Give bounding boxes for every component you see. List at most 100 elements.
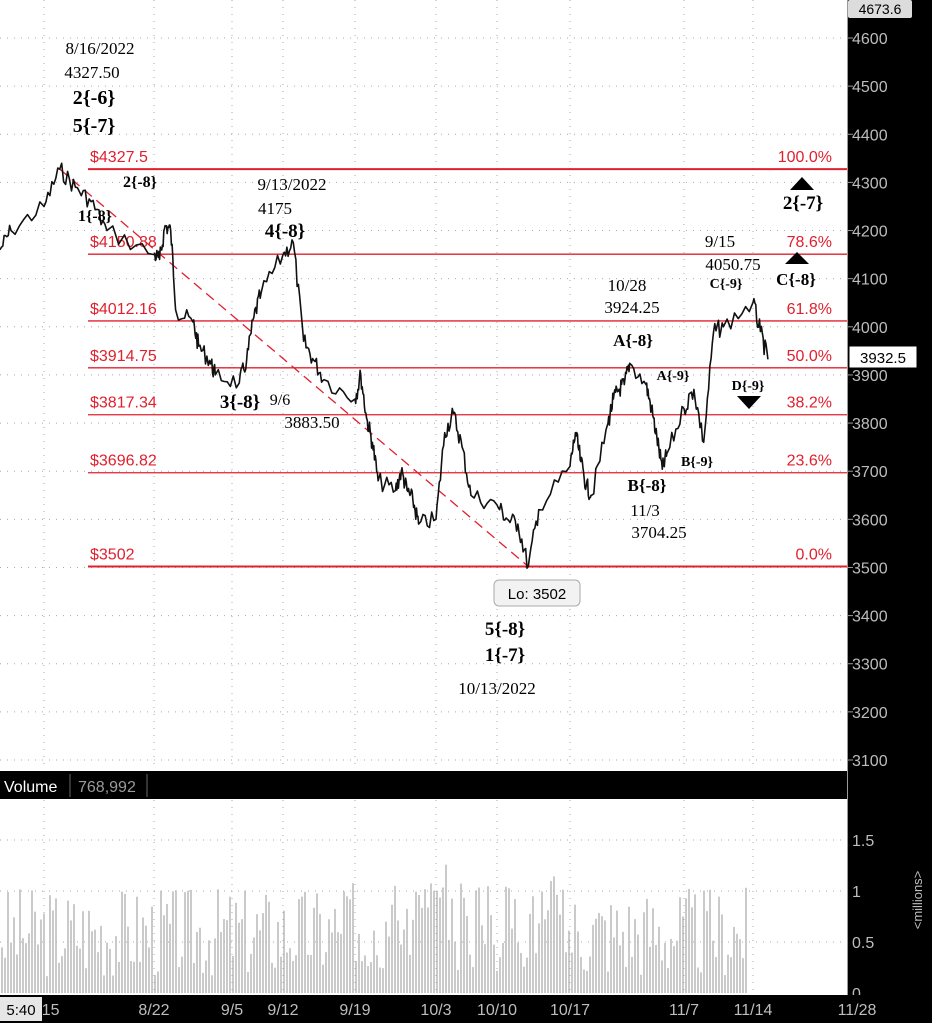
volume-axis-tick-label: 1.5 <box>852 833 874 850</box>
time-axis-tick-label: 9/19 <box>339 1002 370 1019</box>
fib-price-label: $4012.16 <box>90 301 157 318</box>
chart-annotation: B{-8} <box>628 476 667 495</box>
price-axis-tick-label: 4500 <box>852 79 888 96</box>
fib-price-label: $3817.34 <box>90 395 157 412</box>
price-axis-panel <box>847 0 932 1023</box>
price-axis-labels: 3100 3200 3300 3400 3500 3600 3700 3800 3900 4000… <box>847 31 888 770</box>
volume-axis-tick-label: 0 <box>852 986 861 1003</box>
volume-axis-tick-label: 1 <box>852 884 861 901</box>
time-axis-tick-label: 11/14 <box>734 1002 773 1019</box>
fib-price-label: $3914.75 <box>90 348 157 365</box>
price-axis-tick-label: 4000 <box>852 320 888 337</box>
chart-annotation: 9/13/2022 <box>258 175 327 194</box>
volume-axis-labels: 0 0.5 1 1.5 <box>852 833 874 1003</box>
chart-annotation: 10/28 <box>608 276 647 295</box>
price-axis-tick-label: 3300 <box>852 657 888 674</box>
chart-annotation: 5{-7} <box>73 115 116 137</box>
price-axis-tick-label: 3700 <box>852 464 888 481</box>
price-axis-tick-label: 3500 <box>852 560 888 577</box>
chart-annotation: 4175 <box>258 199 292 218</box>
top-price-badge <box>848 0 912 18</box>
price-axis-tick-label: 4100 <box>852 272 888 289</box>
chart-annotation: 4050.75 <box>705 255 760 274</box>
fib-price-label: $4327.5 <box>90 149 148 166</box>
price-axis-tick-label: 3100 <box>852 753 888 770</box>
time-axis-labels: 8/15 8/22 9/5 9/12 9/19 10/3 10/10 10/17 11/7 11/… <box>28 1002 876 1019</box>
volume-axis-tick-label: 0.5 <box>852 935 874 952</box>
chart-annotation: C{-9} <box>710 277 743 292</box>
time-readout: 5:40 <box>6 1002 35 1019</box>
time-axis-tick-label: 9/5 <box>221 1002 243 1019</box>
chart-annotation: 2{-7} <box>783 193 823 214</box>
fib-percent-label: 100.0% <box>778 149 832 166</box>
volume-header-strip <box>0 771 847 799</box>
volume-unit-label: <millions> <box>910 871 925 930</box>
price-axis-tick-label: 4300 <box>852 175 888 192</box>
fib-percent-label: 50.0% <box>787 348 832 365</box>
time-axis-panel <box>0 995 932 1023</box>
chart-annotation: 2{-6} <box>73 87 116 109</box>
time-axis-tick-label: 11/7 <box>669 1002 699 1019</box>
price-axis-tick-label: 3900 <box>852 368 888 385</box>
chart-annotation: 5{-8} <box>485 619 525 640</box>
chart-annotation: 4{-8} <box>265 221 305 242</box>
fib-price-label: $3696.82 <box>90 453 157 470</box>
price-axis-tick-label: 4200 <box>852 224 888 241</box>
up-arrow-icon <box>790 177 814 190</box>
chart-annotation: 10/13/2022 <box>458 679 535 698</box>
fib-percent-label: 78.6% <box>787 234 832 251</box>
price-axis-tick-label: 3400 <box>852 609 888 626</box>
chart-annotation: 9/6 <box>270 392 290 409</box>
chart-annotation: D{-9} <box>732 379 765 394</box>
fib-percent-label: 23.6% <box>787 453 832 470</box>
price-series <box>0 162 769 569</box>
time-axis-tick-label: 10/10 <box>477 1002 517 1019</box>
chart-annotation: 1{-7} <box>485 645 525 666</box>
chart-annotation: 1{-8} <box>78 208 112 225</box>
volume-bars <box>1 864 747 993</box>
volume-title: Volume <box>4 779 57 796</box>
down-arrow-icon <box>737 396 761 409</box>
price-axis-tick-label: 4400 <box>852 127 888 144</box>
chart-annotation: 9/15 <box>705 232 735 251</box>
up-arrow-icon <box>785 252 809 264</box>
time-axis-tick-label: 9/12 <box>267 1002 298 1019</box>
chart-annotation: A{-9} <box>657 369 690 384</box>
top-price-badge-text: 4673.6 <box>859 1 902 17</box>
fib-price-label: $4150.88 <box>90 234 157 251</box>
fib-percent-label: 38.2% <box>787 395 832 412</box>
chart-annotation: B{-9} <box>681 455 714 470</box>
chart-annotation: 4327.50 <box>64 63 119 82</box>
fib-percent-label: 61.8% <box>787 301 832 318</box>
current-price-badge <box>848 345 918 369</box>
chart-annotation: 11/3 <box>630 501 660 520</box>
price-axis-tick-label: 3800 <box>852 416 888 433</box>
chart-annotation: 2{-8} <box>123 174 157 191</box>
time-readout-badge <box>0 997 42 1021</box>
time-axis-tick-label: 8/22 <box>138 1002 169 1019</box>
fib-levels: $4327.5 100.0% $4150.88 78.6% $4012.16 61.8% $… <box>88 149 847 568</box>
price-axis-tick-label: 3600 <box>852 512 888 529</box>
chart-annotation: C{-8} <box>776 270 816 289</box>
low-marker-badge <box>493 579 581 607</box>
price-line <box>0 162 769 569</box>
price-axis-tick-label: 3200 <box>852 705 888 722</box>
trendline-layer <box>59 168 529 567</box>
price-axis-tick-label: 4600 <box>852 31 888 48</box>
chart-annotation: A{-8} <box>613 331 653 350</box>
chart-annotation: 3704.25 <box>631 523 686 542</box>
time-axis-tick-label: 10/17 <box>550 1002 590 1019</box>
fib-price-label: $3502 <box>90 547 135 564</box>
fib-percent-label: 0.0% <box>796 547 832 564</box>
current-price-label: 3932.5 <box>860 350 906 367</box>
dashed-trendline <box>59 168 529 567</box>
chart-annotation: 8/16/2022 <box>66 39 135 58</box>
annotations: 8/16/2022 4327.50 2{-6} 5{-7} 2{-8} 1{-8} 9/13… <box>64 39 823 698</box>
chart-annotation: 3924.25 <box>604 298 659 317</box>
time-axis-tick-label: 11/28 <box>838 1002 877 1019</box>
low-marker-label: Lo: 3502 <box>508 586 566 603</box>
chart-annotation: 3{-8} <box>220 392 260 413</box>
time-axis-tick-label: 10/3 <box>420 1002 451 1019</box>
